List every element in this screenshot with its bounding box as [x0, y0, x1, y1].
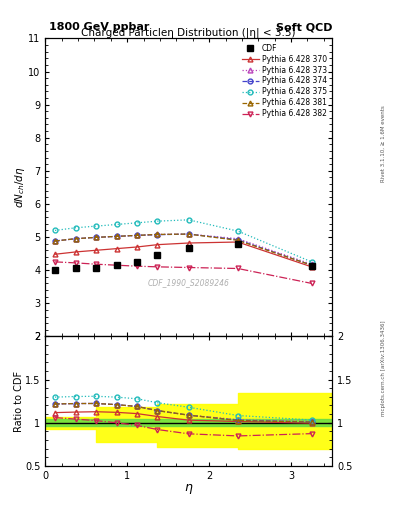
- Title: Charged Particleη Distribution (|η| < 3.5): Charged Particleη Distribution (|η| < 3.…: [81, 28, 296, 38]
- CDF: [309, 263, 314, 269]
- Pythia 6.428 381: [53, 238, 57, 244]
- Pythia 6.428 382: [186, 264, 191, 270]
- Text: Rivet 3.1.10, ≥ 1.6M events: Rivet 3.1.10, ≥ 1.6M events: [381, 105, 386, 182]
- Pythia 6.428 382: [135, 263, 140, 269]
- CDF: [114, 262, 119, 268]
- CDF: [94, 264, 98, 270]
- Pythia 6.428 382: [53, 259, 57, 265]
- Pythia 6.428 374: [135, 232, 140, 239]
- Pythia 6.428 370: [135, 244, 140, 250]
- Pythia 6.428 370: [53, 251, 57, 258]
- Pythia 6.428 375: [135, 220, 140, 226]
- Pythia 6.428 374: [186, 231, 191, 237]
- Pythia 6.428 382: [94, 261, 98, 267]
- Pythia 6.428 374: [309, 262, 314, 268]
- Pythia 6.428 374: [73, 236, 78, 242]
- Text: Soft QCD: Soft QCD: [275, 22, 332, 32]
- Line: Pythia 6.428 382: Pythia 6.428 382: [53, 260, 314, 286]
- Pythia 6.428 375: [53, 227, 57, 233]
- Pythia 6.428 375: [94, 223, 98, 229]
- Pythia 6.428 373: [94, 234, 98, 241]
- Pythia 6.428 373: [186, 231, 191, 237]
- Pythia 6.428 370: [73, 249, 78, 255]
- Pythia 6.428 381: [73, 236, 78, 242]
- Pythia 6.428 382: [309, 281, 314, 287]
- Pythia 6.428 374: [94, 234, 98, 241]
- Pythia 6.428 382: [155, 264, 160, 270]
- Pythia 6.428 373: [309, 261, 314, 267]
- Pythia 6.428 382: [235, 265, 240, 271]
- Pythia 6.428 375: [235, 228, 240, 234]
- CDF: [53, 267, 57, 273]
- Pythia 6.428 370: [94, 247, 98, 253]
- Line: Pythia 6.428 381: Pythia 6.428 381: [53, 231, 314, 268]
- Pythia 6.428 375: [309, 259, 314, 265]
- Pythia 6.428 381: [114, 233, 119, 240]
- CDF: [73, 265, 78, 271]
- Line: Pythia 6.428 375: Pythia 6.428 375: [53, 218, 314, 264]
- Pythia 6.428 373: [114, 233, 119, 240]
- Y-axis label: Ratio to CDF: Ratio to CDF: [14, 371, 24, 432]
- Pythia 6.428 370: [114, 246, 119, 252]
- Pythia 6.428 370: [186, 240, 191, 246]
- Pythia 6.428 370: [309, 264, 314, 270]
- Pythia 6.428 374: [235, 237, 240, 243]
- Pythia 6.428 374: [114, 233, 119, 240]
- Pythia 6.428 381: [155, 231, 160, 238]
- Pythia 6.428 373: [73, 236, 78, 242]
- Pythia 6.428 382: [114, 262, 119, 268]
- Line: Pythia 6.428 370: Pythia 6.428 370: [53, 240, 314, 269]
- Pythia 6.428 370: [155, 242, 160, 248]
- Pythia 6.428 375: [155, 218, 160, 224]
- Text: 1800 GeV ppbar: 1800 GeV ppbar: [49, 22, 149, 32]
- Pythia 6.428 373: [235, 236, 240, 242]
- Pythia 6.428 370: [235, 239, 240, 245]
- Pythia 6.428 373: [53, 238, 57, 244]
- Pythia 6.428 382: [73, 260, 78, 266]
- Legend: CDF, Pythia 6.428 370, Pythia 6.428 373, Pythia 6.428 374, Pythia 6.428 375, Pyt: CDF, Pythia 6.428 370, Pythia 6.428 373,…: [240, 42, 328, 120]
- Pythia 6.428 375: [73, 225, 78, 231]
- Line: Pythia 6.428 374: Pythia 6.428 374: [53, 231, 314, 268]
- Pythia 6.428 374: [155, 231, 160, 238]
- Pythia 6.428 381: [309, 262, 314, 268]
- CDF: [186, 245, 191, 251]
- Line: Pythia 6.428 373: Pythia 6.428 373: [53, 231, 314, 267]
- Pythia 6.428 374: [53, 238, 57, 244]
- CDF: [235, 241, 240, 247]
- Pythia 6.428 381: [94, 234, 98, 241]
- CDF: [135, 259, 140, 265]
- Line: CDF: CDF: [52, 242, 314, 272]
- X-axis label: $\eta$: $\eta$: [184, 482, 193, 496]
- Pythia 6.428 381: [235, 237, 240, 243]
- Pythia 6.428 381: [186, 231, 191, 237]
- Text: CDF_1990_S2089246: CDF_1990_S2089246: [148, 278, 230, 287]
- Pythia 6.428 375: [114, 221, 119, 227]
- Pythia 6.428 373: [135, 232, 140, 239]
- Pythia 6.428 381: [135, 232, 140, 239]
- CDF: [155, 252, 160, 259]
- Pythia 6.428 375: [186, 217, 191, 223]
- Y-axis label: $dN_{ch}/d\eta$: $dN_{ch}/d\eta$: [13, 166, 27, 208]
- Pythia 6.428 373: [155, 231, 160, 238]
- Text: mcplots.cern.ch [arXiv:1306.3436]: mcplots.cern.ch [arXiv:1306.3436]: [381, 321, 386, 416]
